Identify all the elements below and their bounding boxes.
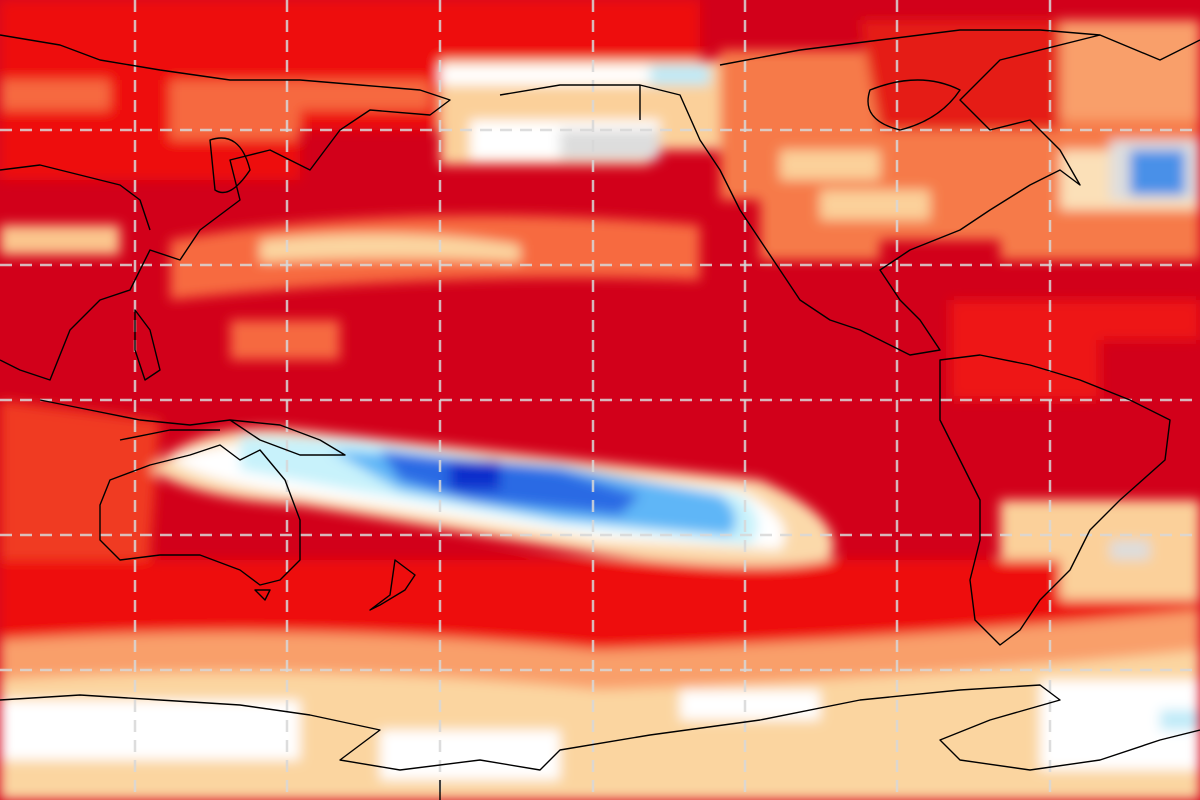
coast [939,354,1171,646]
field [380,450,640,515]
field [260,233,520,262]
coast [99,444,301,586]
field [1130,150,1185,195]
field [440,65,700,85]
field [780,150,930,220]
coast [0,164,151,231]
field [860,20,1060,130]
coast [0,684,1200,771]
field [1060,20,1200,120]
coast [229,419,346,456]
field [950,300,1200,400]
field [560,130,660,160]
coast [0,34,451,381]
field [0,650,1200,800]
field [0,680,1200,780]
field [0,80,430,140]
coast [39,399,231,441]
field [1160,710,1200,730]
coast [369,559,416,611]
field [450,460,500,490]
coast [134,309,161,381]
field [230,320,340,360]
coast [254,589,271,601]
coastlines [0,29,1200,800]
field [1110,540,1150,560]
coast [499,34,1200,356]
coast [719,29,1101,66]
field [0,225,120,255]
coast [867,79,961,131]
coast [209,137,251,194]
field [650,65,710,85]
